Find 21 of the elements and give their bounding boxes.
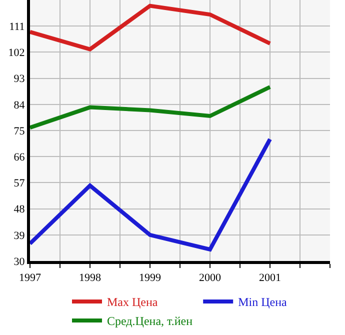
y-tick-label: 111 — [9, 20, 25, 33]
y-tick-label: 66 — [14, 151, 26, 164]
y-tick-label: 102 — [8, 47, 25, 60]
line-series — [30, 85, 272, 130]
y-tick-label: 30 — [14, 256, 26, 268]
y-tick-label: 39 — [14, 230, 26, 242]
line-series — [30, 4, 272, 52]
x-tick-label: 1999 — [139, 272, 162, 284]
y-tick-label: 84 — [14, 99, 26, 112]
x-tick-label: 1997 — [19, 272, 42, 284]
legend-label: Сред.Цена, т.йен — [107, 314, 194, 328]
y-tick-label: 57 — [14, 178, 26, 190]
y-tick-label: 75 — [14, 125, 26, 138]
line-series — [30, 137, 272, 252]
legend-label: Max Цена — [107, 295, 158, 310]
y-tick-label: 93 — [14, 73, 26, 86]
legend-label: Min Цена — [238, 295, 288, 310]
y-tick-label: 48 — [14, 204, 26, 216]
x-tick-label: 1998 — [79, 272, 102, 284]
x-tick-label: 2001 — [259, 272, 281, 284]
x-tick-label: 2000 — [199, 272, 222, 284]
